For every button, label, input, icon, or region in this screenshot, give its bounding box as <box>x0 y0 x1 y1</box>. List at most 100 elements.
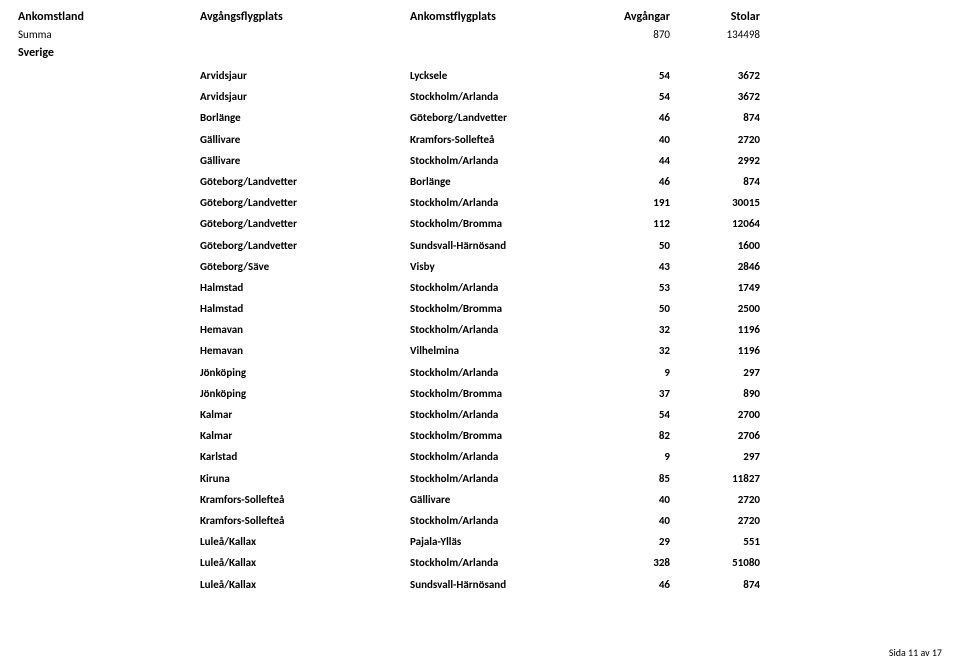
table-row: Halmstad Stockholm/Arlanda 53 1749 <box>0 277 960 298</box>
table-row: HalmstadStockholm/Bromma502500 <box>0 298 960 319</box>
cell-stolar: 1600 <box>700 235 760 256</box>
table-row: Göteborg/LandvetterStockholm/Arlanda1913… <box>0 192 960 213</box>
cell-stolar: 2706 <box>700 425 760 446</box>
cell-ankomstflygplats: Stockholm/Arlanda <box>410 446 590 467</box>
cell-avgangsflygplats: Kalmar <box>200 404 380 425</box>
table-row: GällivareStockholm/Arlanda442992 <box>0 150 960 171</box>
table-row: Kramfors-SollefteåGällivare402720 <box>0 489 960 510</box>
cell-avgangar: 112 <box>610 213 670 234</box>
header-stolar: Stolar <box>700 10 760 24</box>
cell-ankomstflygplats: Stockholm/Bromma <box>410 425 590 446</box>
table-row: Hemavan Stockholm/Arlanda 32 1196 <box>0 319 960 340</box>
cell-avgangar: 54 <box>610 86 670 107</box>
cell-ankomstflygplats: Stockholm/Arlanda <box>410 192 590 213</box>
table-row: Kalmar Stockholm/Bromma 82 2706 <box>0 425 960 446</box>
cell-avgangsflygplats: Jönköping <box>200 362 380 383</box>
cell-avgangar: 82 <box>610 425 670 446</box>
report-page: Ankomstland Avgångsflygplats Ankomstflyg… <box>0 0 960 667</box>
cell-avgangsflygplats: Luleå/Kallax <box>200 531 380 552</box>
cell-avgangar: 328 <box>610 552 670 573</box>
cell-ankomstflygplats: Pajala-Ylläs <box>410 531 590 552</box>
cell-avgangar: 40 <box>610 489 670 510</box>
table-row: KirunaStockholm/Arlanda8511827 <box>0 468 960 489</box>
cell-stolar: 1749 <box>700 277 760 298</box>
table-row: Borlänge Göteborg/Landvetter 46 874 <box>0 107 960 128</box>
cell-avgangar: 46 <box>610 171 670 192</box>
cell-ankomstflygplats: Stockholm/Arlanda <box>410 552 590 573</box>
cell-avgangsflygplats: Arvidsjaur <box>200 86 380 107</box>
cell-stolar: 1196 <box>700 319 760 340</box>
cell-avgangar: 44 <box>610 150 670 171</box>
cell-ankomstflygplats: Stockholm/Arlanda <box>410 277 590 298</box>
cell-avgangsflygplats: Kramfors-Sollefteå <box>200 489 380 510</box>
cell-avgangar: 29 <box>610 531 670 552</box>
cell-ankomstflygplats: Stockholm/Arlanda <box>410 468 590 489</box>
cell-avgangsflygplats: Göteborg/Landvetter <box>200 213 380 234</box>
cell-avgangsflygplats: Göteborg/Landvetter <box>200 192 380 213</box>
cell-ankomstflygplats: Stockholm/Arlanda <box>410 86 590 107</box>
table-row: Luleå/KallaxStockholm/Arlanda32851080 <box>0 552 960 573</box>
cell-ankomstflygplats: Stockholm/Arlanda <box>410 319 590 340</box>
table-row: ArvidsjaurLycksele543672 <box>0 65 960 86</box>
cell-avgangsflygplats: Göteborg/Säve <box>200 256 380 277</box>
page-footer: Sida 11 av 17 <box>889 646 942 659</box>
table-row: Luleå/KallaxSundsvall-Härnösand46874 <box>0 574 960 595</box>
table-row: KarlstadStockholm/Arlanda9297 <box>0 446 960 467</box>
cell-stolar: 2846 <box>700 256 760 277</box>
cell-avgangar: 32 <box>610 340 670 361</box>
cell-ankomstflygplats: Sundsvall-Härnösand <box>410 235 590 256</box>
cell-avgangsflygplats: Kiruna <box>200 468 380 489</box>
cell-ankomstflygplats: Göteborg/Landvetter <box>410 107 590 128</box>
cell-avgangar: 37 <box>610 383 670 404</box>
header-ankomstflygplats: Ankomstflygplats <box>410 10 590 24</box>
data-table-body: ArvidsjaurLycksele543672Arvidsjaur Stockh… <box>0 65 960 595</box>
cell-ankomstflygplats: Gällivare <box>410 489 590 510</box>
cell-avgangsflygplats: Göteborg/Landvetter <box>200 235 380 256</box>
table-row: JönköpingStockholm/Arlanda9297 <box>0 362 960 383</box>
cell-avgangsflygplats: Borlänge <box>200 107 380 128</box>
cell-ankomstflygplats: Stockholm/Bromma <box>410 383 590 404</box>
table-row: Kalmar Stockholm/Arlanda 54 2700 <box>0 404 960 425</box>
summa-stolar: 134498 <box>700 28 760 41</box>
cell-avgangsflygplats: Hemavan <box>200 319 380 340</box>
cell-stolar: 551 <box>700 531 760 552</box>
cell-avgangar: 46 <box>610 107 670 128</box>
summa-label: Summa <box>18 28 168 41</box>
cell-avgangar: 32 <box>610 319 670 340</box>
table-row: Arvidsjaur Stockholm/Arlanda 54 3672 <box>0 86 960 107</box>
cell-avgangar: 54 <box>610 404 670 425</box>
country-name: Sverige <box>18 46 168 60</box>
cell-stolar: 2992 <box>700 150 760 171</box>
cell-avgangsflygplats: Kalmar <box>200 425 380 446</box>
cell-avgangar: 54 <box>610 65 670 86</box>
cell-avgangar: 40 <box>610 510 670 531</box>
cell-ankomstflygplats: Stockholm/Bromma <box>410 213 590 234</box>
cell-avgangar: 9 <box>610 446 670 467</box>
cell-stolar: 3672 <box>700 86 760 107</box>
cell-ankomstflygplats: Stockholm/Arlanda <box>410 362 590 383</box>
cell-avgangar: 40 <box>610 129 670 150</box>
header-avgangar: Avgångar <box>610 10 670 24</box>
cell-ankomstflygplats: Stockholm/Arlanda <box>410 150 590 171</box>
cell-ankomstflygplats: Stockholm/Arlanda <box>410 404 590 425</box>
cell-avgangsflygplats: Halmstad <box>200 277 380 298</box>
cell-avgangsflygplats: Hemavan <box>200 340 380 361</box>
cell-stolar: 874 <box>700 107 760 128</box>
cell-avgangsflygplats: Göteborg/Landvetter <box>200 171 380 192</box>
table-row: Göteborg/LandvetterBorlänge46874 <box>0 171 960 192</box>
cell-ankomstflygplats: Sundsvall-Härnösand <box>410 574 590 595</box>
cell-stolar: 297 <box>700 362 760 383</box>
cell-avgangar: 46 <box>610 574 670 595</box>
cell-avgangsflygplats: Arvidsjaur <box>200 65 380 86</box>
cell-stolar: 2700 <box>700 404 760 425</box>
cell-avgangar: 191 <box>610 192 670 213</box>
cell-avgangsflygplats: Luleå/Kallax <box>200 552 380 573</box>
cell-stolar: 2720 <box>700 129 760 150</box>
table-row: GällivareKramfors-Sollefteå402720 <box>0 129 960 150</box>
cell-stolar: 12064 <box>700 213 760 234</box>
cell-stolar: 297 <box>700 446 760 467</box>
cell-avgangar: 53 <box>610 277 670 298</box>
table-row: Göteborg/Landvetter Stockholm/Bromma 112 12… <box>0 213 960 234</box>
cell-avgangar: 43 <box>610 256 670 277</box>
cell-ankomstflygplats: Borlänge <box>410 171 590 192</box>
